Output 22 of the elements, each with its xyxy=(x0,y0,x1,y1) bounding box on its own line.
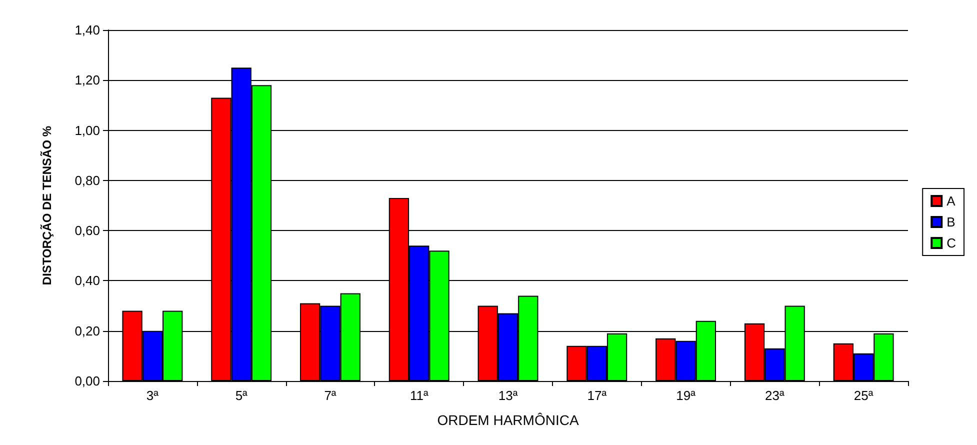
legend-label: C xyxy=(946,236,956,250)
x-tick-label: 19ª xyxy=(676,388,696,403)
y-tick-label: 0,60 xyxy=(74,223,100,238)
y-tick-label: 0,20 xyxy=(74,323,100,338)
y-tick-label: 1,40 xyxy=(74,22,100,38)
y-tick-label: 0,00 xyxy=(74,374,100,388)
y-tick-label: 0,40 xyxy=(74,273,100,288)
y-tick-label: 1,00 xyxy=(74,122,100,138)
x-axis-title: ORDEM HARMÔNICA xyxy=(437,412,580,428)
legend-label: A xyxy=(946,194,956,208)
x-tick-label: 7ª xyxy=(324,388,336,403)
x-tick-label: 11ª xyxy=(410,388,428,403)
x-tick-label: 25ª xyxy=(854,388,874,403)
y-axis-title: DISTORÇÃO DE TENSÃO % xyxy=(40,126,54,286)
x-tick-label: 3ª xyxy=(146,388,159,403)
x-tick-label: 13ª xyxy=(498,388,518,403)
x-tick-label: 5ª xyxy=(235,388,248,403)
legend-label: B xyxy=(946,214,956,230)
x-tick-label: 17ª xyxy=(587,388,607,403)
x-tick-label: 23ª xyxy=(765,388,784,403)
y-tick-label: 1,20 xyxy=(74,72,100,88)
y-tick-label: 0,80 xyxy=(74,172,100,188)
